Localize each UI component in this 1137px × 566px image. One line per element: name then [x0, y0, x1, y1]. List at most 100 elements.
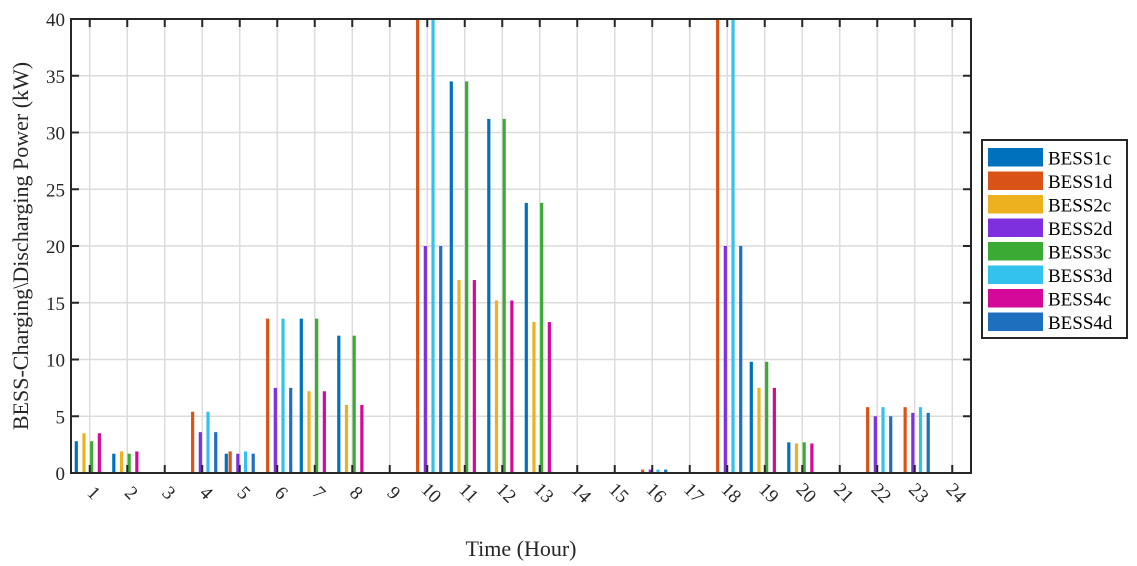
bar-bess2d-hour-6	[273, 387, 277, 473]
bar-bess1c-hour-13	[524, 202, 528, 473]
legend-swatch-bess1d	[988, 171, 1043, 190]
x-tick-label: 10	[417, 479, 445, 507]
legend-label-bess3c: BESS3c	[1048, 243, 1111, 264]
bar-bess4c-hour-11	[472, 280, 476, 473]
x-tick-label: 3	[158, 483, 180, 505]
bar-bess3c-hour-11	[465, 81, 469, 474]
y-tick-label: 20	[46, 237, 65, 258]
bar-bess4c-hour-20	[810, 443, 814, 473]
bar-bess2d-hour-4	[198, 432, 202, 473]
bar-bess1d-hour-4	[191, 411, 195, 473]
bar-bess3d-hour-16	[656, 469, 660, 473]
bar-bess2c-hour-12	[494, 300, 499, 473]
legend-swatch-bess4c	[988, 289, 1043, 308]
bar-bess2c-hour-2	[119, 451, 124, 473]
x-tick-label: 14	[567, 479, 596, 508]
y-tick-label: 15	[46, 294, 65, 315]
x-tick-label: 1	[83, 483, 105, 505]
bar-bess1d-hour-16	[641, 469, 645, 473]
legend-swatch-bess1c	[988, 148, 1043, 167]
bar-bess4c-hour-1	[97, 433, 101, 473]
x-tick-label: 6	[270, 483, 292, 505]
bar-bess3c-hour-2	[127, 453, 131, 473]
y-tick-label: 10	[46, 351, 65, 372]
bar-bess3d-hour-4	[206, 411, 210, 473]
legend-swatch-bess2c	[988, 195, 1043, 214]
x-tick-label: 12	[492, 479, 520, 507]
x-tick-label: 13	[529, 479, 557, 507]
bar-bess3d-hour-6	[281, 318, 285, 473]
x-tick-label: 11	[455, 479, 483, 507]
bar-bess4c-hour-19	[772, 387, 776, 473]
bar-bess3c-hour-20	[802, 442, 806, 473]
y-tick-label: 0	[56, 464, 66, 485]
axis-ticks	[71, 18, 971, 474]
y-axis-title: BESS-Charging\Discharging Power (kW)	[8, 62, 33, 430]
bar-bess1d-hour-6	[266, 318, 270, 473]
bar-bess3d-hour-23	[918, 407, 923, 473]
bar-bess2c-hour-13	[532, 322, 536, 473]
bar-bess1c-hour-11	[449, 81, 453, 474]
legend-swatch-bess4d	[988, 312, 1043, 331]
grid-lines	[71, 18, 971, 474]
bar-bess4c-hour-13	[547, 322, 551, 473]
bar-bess1d-hour-23	[903, 407, 907, 473]
bar-bess1d-hour-22	[866, 407, 870, 473]
legend-swatch-bess3d	[988, 265, 1043, 284]
x-tick-label: 5	[233, 483, 255, 505]
bar-bess4d-hour-5	[251, 453, 255, 473]
x-tick-label: 16	[642, 479, 670, 507]
bar-bess3c-hour-19	[765, 361, 769, 473]
bar-bess2c-hour-1	[82, 433, 86, 473]
bar-bess3d-hour-5	[243, 451, 248, 473]
bar-bess1c-hour-5	[224, 453, 228, 473]
x-tick-label: 18	[717, 479, 745, 507]
legend-label-bess4c: BESS4c	[1048, 290, 1111, 311]
x-tick-label: 9	[383, 483, 405, 505]
legend-label-bess2c: BESS2c	[1048, 196, 1111, 217]
bar-bess3d-hour-22	[881, 407, 885, 473]
bar-bess3c-hour-12	[502, 118, 506, 473]
x-tick-label: 17	[679, 479, 707, 507]
y-tick-label: 30	[46, 124, 65, 145]
legend-label-bess4d: BESS4d	[1048, 313, 1113, 334]
bar-bess3d-hour-18	[731, 19, 735, 473]
y-tick-label: 40	[46, 10, 65, 31]
bar-bess2d-hour-10	[423, 246, 427, 473]
bar-bess3c-hour-1	[90, 441, 94, 473]
bar-bess1c-hour-19	[749, 361, 753, 473]
bar-bess1d-hour-18	[716, 19, 720, 473]
legend-label-bess2d: BESS2d	[1048, 219, 1113, 240]
bar-bess1c-hour-1	[74, 441, 78, 473]
x-tick-label: 8	[345, 483, 367, 505]
x-tick-label: 21	[829, 479, 857, 507]
bar-bess4d-hour-16	[664, 469, 668, 473]
bar-bess1d-hour-10	[416, 19, 420, 473]
bar-bess2c-hour-8	[344, 404, 349, 473]
x-tick-label: 24	[942, 479, 971, 508]
bar-bess4d-hour-10	[439, 246, 443, 473]
x-tick-label: 2	[120, 483, 142, 505]
bar-bess2c-hour-20	[794, 443, 799, 473]
x-tick-label: 4	[195, 483, 217, 505]
bar-bess2d-hour-23	[911, 412, 915, 473]
legend-swatch-bess3c	[988, 242, 1043, 261]
bar-bess3c-hour-7	[315, 318, 319, 473]
bar-bess4d-hour-23	[926, 412, 930, 473]
bar-bess4d-hour-18	[739, 246, 743, 473]
x-tick-label: 20	[792, 479, 820, 507]
bar-bess2d-hour-16	[648, 469, 652, 473]
legend-label-bess1c: BESS1c	[1048, 149, 1111, 170]
bar-bess2d-hour-22	[873, 416, 877, 473]
bar-bess3d-hour-10	[431, 19, 435, 473]
y-tick-label: 5	[56, 407, 66, 428]
bar-bess1c-hour-12	[487, 118, 491, 473]
bar-bess2c-hour-11	[457, 280, 461, 473]
bar-bess2d-hour-18	[723, 246, 727, 473]
x-tick-label: 23	[904, 479, 932, 507]
bar-bess1c-hour-8	[337, 335, 341, 473]
legend-label-bess3d: BESS3d	[1048, 266, 1113, 287]
bar-bess3c-hour-8	[352, 335, 356, 473]
